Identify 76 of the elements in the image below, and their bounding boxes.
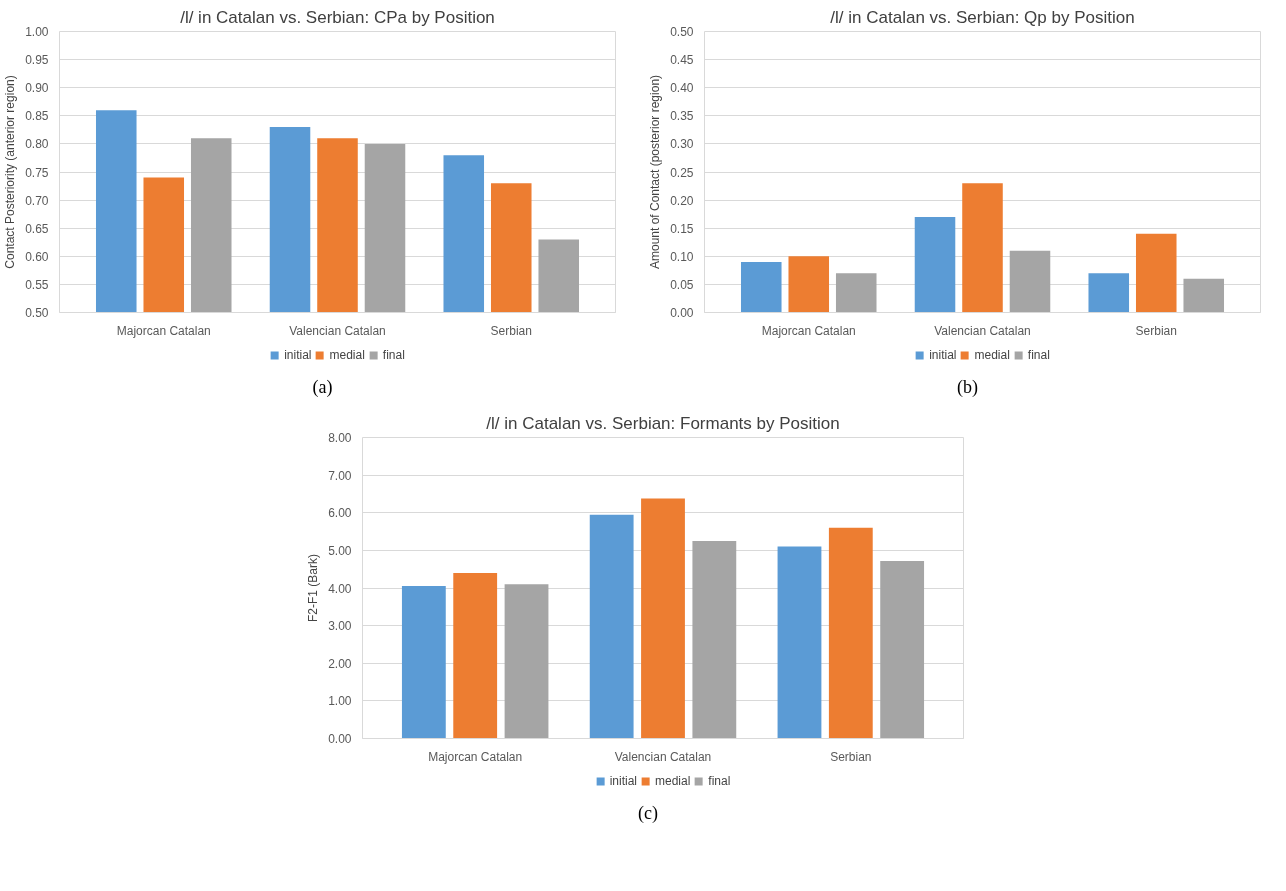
- y-tick-label: 0.05: [670, 277, 694, 292]
- y-tick-label: 0.10: [670, 249, 694, 264]
- x-tick-label: Valencian Catalan: [289, 323, 386, 338]
- y-tick-label: 0.00: [670, 306, 694, 320]
- y-tick-label: 0.40: [670, 81, 694, 96]
- y-tick-label: 0.15: [670, 221, 694, 236]
- legend-label: initial: [609, 773, 637, 788]
- y-tick-label: 0.55: [25, 277, 49, 292]
- bar: [1135, 233, 1177, 313]
- y-tick-label: 0.25: [670, 165, 694, 180]
- y-tick-label: 0.95: [25, 53, 49, 68]
- y-tick-label: 0.50: [670, 25, 694, 39]
- y-tick-label: 3.00: [328, 618, 352, 633]
- y-tick-label: 0.00: [328, 731, 352, 746]
- y-tick-label: 0.80: [25, 137, 49, 152]
- bar: [740, 261, 782, 313]
- y-tick-label: 0.65: [25, 221, 49, 236]
- x-tick-label: Serbian: [490, 323, 532, 338]
- legend-label: initial: [284, 348, 312, 362]
- legend-label: medial: [974, 348, 1010, 362]
- bar: [692, 540, 737, 739]
- y-axis-title: F2-F1 (Bark): [306, 553, 321, 622]
- y-axis-title: Amount of Contact (posterior region): [648, 74, 663, 270]
- y-tick-label: 6.00: [328, 505, 352, 520]
- bar: [641, 498, 685, 739]
- chart-title: /l/ in Catalan vs. Serbian: Formants by Position: [486, 413, 840, 433]
- y-tick-label: 8.00: [328, 430, 352, 445]
- bar: [788, 256, 830, 313]
- bar: [777, 546, 822, 739]
- chart-title: /l/ in Catalan vs. Serbian: Qp by Position: [830, 7, 1135, 27]
- bar: [962, 183, 1003, 313]
- bar: [401, 585, 446, 739]
- y-tick-label: 0.45: [670, 53, 694, 68]
- bar: [1009, 250, 1051, 313]
- y-tick-label: 4.00: [328, 581, 352, 596]
- y-tick-label: 0.60: [25, 249, 49, 264]
- bar: [1183, 278, 1225, 313]
- legend-label: medial: [654, 773, 691, 788]
- legend-label: initial: [929, 348, 957, 362]
- y-tick-label: 0.85: [25, 109, 49, 124]
- bar: [1088, 273, 1130, 313]
- bar: [453, 572, 498, 739]
- y-tick-label: 2.00: [328, 656, 352, 671]
- text: (a): [312, 376, 333, 399]
- y-axis-title: Contact Posteriority (anterior region): [3, 75, 18, 269]
- text: (b): [957, 376, 978, 399]
- y-tick-label: 0.75: [25, 165, 49, 180]
- x-tick-label: Valencian Catalan: [614, 749, 712, 764]
- bar: [880, 560, 925, 739]
- bar: [835, 273, 877, 313]
- chart-title: /l/ in Catalan vs. Serbian: CPa by Position: [180, 7, 495, 27]
- y-tick-label: 1.00: [25, 25, 49, 39]
- legend-label: final: [1027, 348, 1050, 362]
- y-tick-label: 0.35: [670, 109, 694, 124]
- y-tick-label: 1.00: [328, 694, 352, 709]
- legend-label: medial: [329, 348, 365, 362]
- x-tick-label: Serbian: [1135, 323, 1177, 338]
- y-tick-label: 0.70: [25, 193, 49, 208]
- legend-label: final: [382, 348, 405, 362]
- y-tick-label: 0.50: [25, 306, 49, 320]
- y-tick-label: 0.30: [670, 137, 694, 152]
- y-tick-label: 0.20: [670, 193, 694, 208]
- x-tick-label: Majorcan Catalan: [116, 323, 211, 338]
- x-tick-label: Majorcan Catalan: [761, 323, 856, 338]
- text: (c): [638, 801, 658, 825]
- legend-label: final: [708, 773, 731, 788]
- bar: [914, 216, 956, 313]
- bar: [589, 514, 634, 739]
- y-tick-label: 0.90: [25, 81, 49, 96]
- y-tick-label: 5.00: [328, 543, 352, 558]
- x-tick-label: Valencian Catalan: [934, 323, 1031, 338]
- x-tick-label: Majorcan Catalan: [428, 749, 523, 764]
- bar: [504, 583, 549, 739]
- y-tick-label: 7.00: [328, 468, 352, 483]
- bar: [828, 527, 873, 739]
- x-tick-label: Serbian: [830, 749, 872, 764]
